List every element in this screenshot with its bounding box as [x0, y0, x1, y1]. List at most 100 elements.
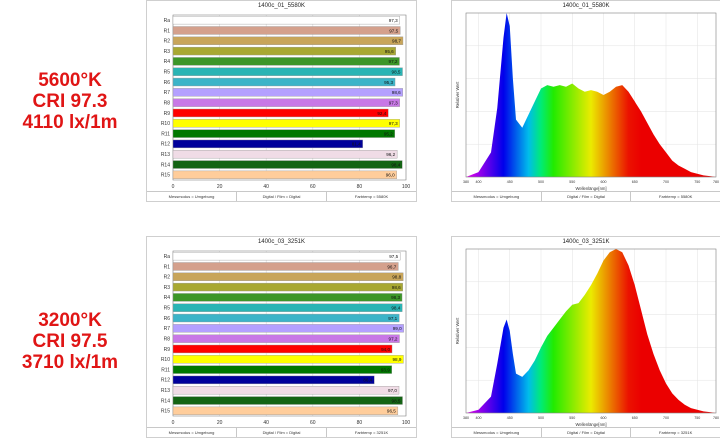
bar-r7	[172, 324, 404, 333]
value-label: 98,6	[392, 285, 401, 290]
plot-frame	[465, 12, 717, 178]
spec-block-3200k: 3200°K CRI 97.5 3710 lx/1m	[0, 310, 140, 373]
bar-r12	[172, 375, 375, 385]
spec-cri: CRI 97.3	[32, 91, 108, 112]
chart-title: 1400c_01_5580K	[257, 3, 306, 9]
x-tick-label: 750	[694, 416, 700, 420]
value-label: 94,0	[381, 347, 390, 352]
footer-mode: Messmodus = Umgebung	[147, 192, 237, 201]
bar-r6	[172, 313, 400, 323]
x-tick-label: 100	[402, 420, 411, 426]
value-label: 96,7	[387, 264, 396, 269]
value-label: 98,4	[391, 306, 400, 311]
bar-r13	[172, 150, 398, 159]
bar-r12	[172, 139, 363, 149]
value-label: 93,9	[381, 367, 390, 372]
x-tick-label: 60	[310, 420, 316, 426]
bar-r1	[172, 262, 399, 271]
x-tick-label: 780	[713, 180, 719, 184]
x-tick-label: 700	[663, 416, 669, 420]
category-label: R12	[161, 142, 170, 148]
value-label: 97,1	[388, 316, 397, 321]
category-label: R5	[164, 70, 171, 76]
value-label: 97,3	[389, 18, 398, 23]
chart-title: 1400c_03_3251K	[562, 239, 610, 245]
x-tick-label: 500	[538, 416, 544, 420]
category-label: R4	[164, 59, 171, 65]
plot-frame	[465, 248, 717, 414]
category-label: R6	[164, 316, 171, 322]
value-label: 98,6	[392, 90, 401, 95]
footer-colortemp: Farbtemp = 3251K	[354, 430, 389, 435]
bar-r8	[172, 334, 400, 343]
category-label: R15	[161, 409, 170, 415]
value-label: 98,8	[392, 275, 401, 280]
footer-mode: Messmodus = Umgebung	[452, 192, 542, 201]
x-tick-label: 400	[476, 416, 482, 420]
x-tick-label: 80	[357, 420, 363, 426]
x-tick-label: 600	[601, 180, 607, 184]
category-label: R2	[164, 275, 171, 281]
bar-r3	[172, 46, 396, 56]
category-label: R4	[164, 295, 171, 301]
x-axis-label: Wellenlänge[nm]	[575, 186, 606, 191]
y-axis-label: Relativer Wert	[455, 317, 460, 344]
bar-r13	[172, 386, 400, 395]
bar-r14	[172, 160, 403, 169]
bar-r14	[172, 396, 403, 405]
chart-title: 1400c_01_5580K	[562, 3, 610, 9]
x-tick-label: 700	[663, 180, 669, 184]
spec-cri: CRI 97.5	[32, 331, 108, 352]
spectrum-area-chart: 380 400 450 500 550 600 650 700 750 780 Wellenläng…	[455, 248, 719, 427]
value-label: 96,2	[386, 152, 395, 157]
y-axis-label: Relativer Wert	[455, 81, 460, 108]
category-label: R8	[164, 100, 171, 106]
footer-digital: Digital / Film = Digital	[237, 428, 327, 437]
x-tick-label: 450	[507, 416, 513, 420]
x-tick-label: 400	[476, 180, 482, 184]
x-tick-label: 40	[263, 420, 269, 426]
value-label: 97,5	[389, 254, 398, 259]
spec-cct: 5600°K	[38, 70, 102, 91]
value-label: 98,5	[392, 70, 401, 75]
category-label: R10	[161, 357, 170, 363]
category-label: R14	[161, 162, 170, 168]
bar-r11	[172, 129, 396, 138]
x-tick-label: 380	[463, 416, 469, 420]
chart-footer: Messmodus = Umgebung Digital / Film = Di…	[452, 427, 720, 437]
footer-colortemp: Farbtemp = 5580K	[354, 194, 389, 199]
x-tick-label: 780	[713, 416, 719, 420]
value-label: 95,6	[385, 49, 394, 54]
bar-ra	[172, 15, 400, 25]
chart-footer: Messmodus = Umgebung Digital / Film = Di…	[452, 191, 720, 201]
spectrum-chart-panel-2: 1400c_03_3251K 380 400 450 500 550 600 650 700 7…	[451, 236, 720, 438]
spectrum-area	[466, 249, 716, 413]
x-tick-label: 20	[217, 184, 223, 190]
x-tick-label: 450	[507, 180, 513, 184]
bar-r5	[172, 303, 403, 312]
bar-r5	[172, 67, 403, 76]
cri-bar-chart: 0 20 40 60 80 100 Ra 97,3 R1 97,5 R2 98,7 R3 95,6 R4 97…	[161, 14, 410, 190]
x-tick-label: 20	[217, 420, 223, 426]
x-tick-label: 60	[310, 184, 316, 190]
value-label: 96,0	[386, 173, 395, 178]
chart-footer: Messmodus = Umgebung Digital / Film = Di…	[147, 427, 416, 437]
value-label: 98,5	[392, 398, 401, 403]
spec-lux: 4110 lx/1m	[22, 112, 118, 133]
value-label: 97,0	[388, 388, 397, 393]
value-label: 98,9	[392, 357, 401, 362]
chart-title: 1400c_03_3251K	[257, 239, 306, 245]
bar-r7	[172, 88, 403, 97]
category-label: R6	[164, 80, 171, 86]
value-label: 95,3	[384, 80, 393, 85]
category-label: Ra	[164, 254, 171, 260]
category-label: R10	[161, 121, 170, 127]
x-tick-label: 650	[632, 416, 638, 420]
category-label: R7	[164, 90, 171, 96]
bar-r9	[172, 344, 393, 354]
x-tick-label: 0	[172, 420, 175, 426]
footer-mode: Messmodus = Umgebung	[147, 428, 237, 437]
plot-frame	[172, 250, 407, 417]
cri-bar-chart: 0 20 40 60 80 100 Ra 97,5 R1 96,7 R2 98,8 R3 98,6 R4 98…	[161, 250, 411, 426]
x-tick-label: 550	[569, 416, 575, 420]
